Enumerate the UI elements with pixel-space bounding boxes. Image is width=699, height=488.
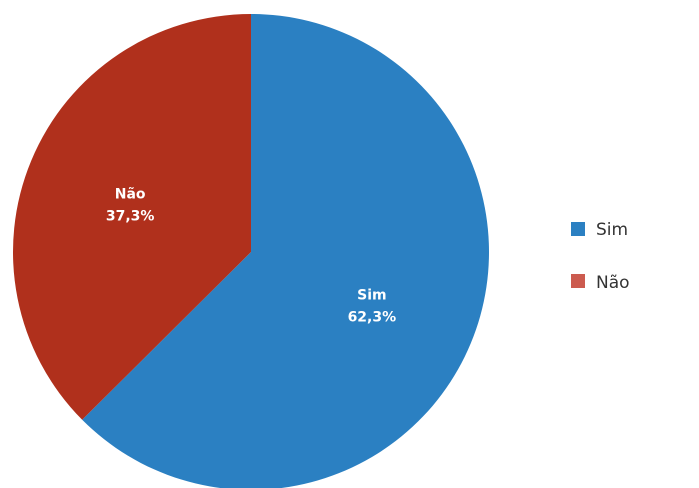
pie-slice-labels: Sim 62,3% Não 37,3% (106, 187, 396, 326)
slice-label-nao-name: Não (115, 187, 146, 203)
slice-label-nao-value: 37,3% (106, 209, 155, 225)
legend-label-sim[interactable]: Sim (596, 220, 628, 240)
pie-slices (13, 14, 489, 488)
slice-label-sim-name: Sim (357, 287, 386, 303)
pie-slice-sim[interactable] (82, 14, 489, 488)
pie-slice-nao[interactable] (13, 14, 252, 420)
slice-label-sim-value: 62,3% (348, 309, 397, 325)
legend: Sim Não (571, 220, 630, 293)
legend-label-nao[interactable]: Não (596, 273, 630, 293)
legend-swatch-sim (571, 222, 585, 236)
legend-swatch-nao (571, 274, 585, 288)
